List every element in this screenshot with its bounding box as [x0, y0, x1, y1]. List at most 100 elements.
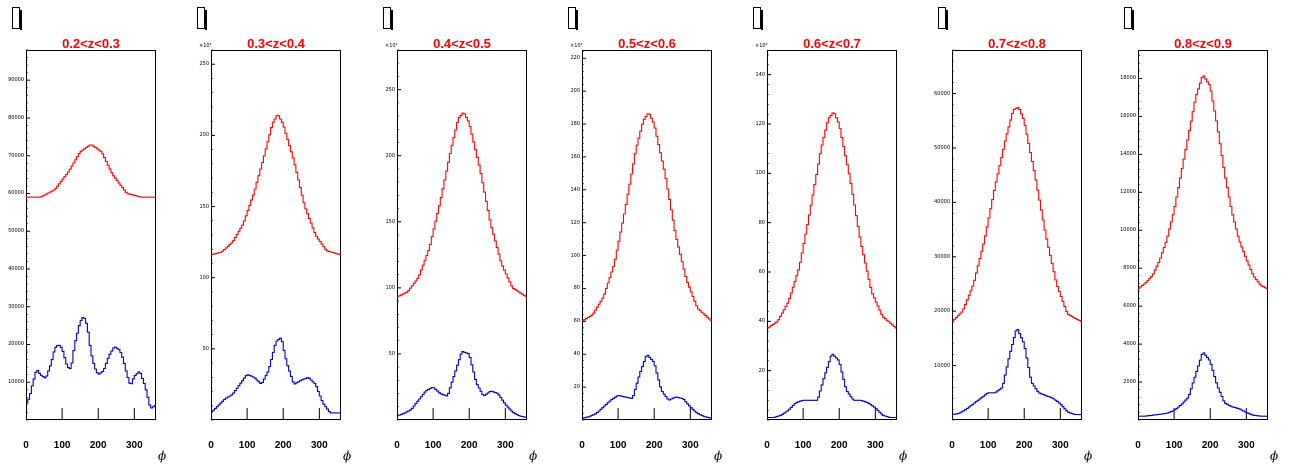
y-axis-exponent: ×10³ [570, 43, 583, 49]
series-blue-histogram [952, 328, 1082, 416]
plot-area [26, 49, 156, 421]
x-tick-label: 200 [1015, 440, 1033, 451]
y-tick-label: 2000 [1123, 379, 1136, 386]
y-tick-label: 160 [570, 153, 580, 160]
x-tick-label: 200 [274, 440, 292, 451]
y-tick-label: 14000 [1120, 151, 1136, 158]
y-tick-label: 30000 [8, 303, 24, 310]
plot-area [1138, 55, 1268, 421]
y-tick-label: 40000 [8, 265, 24, 272]
x-tick-label: 200 [830, 440, 848, 451]
plot-frame [582, 50, 712, 420]
panel-title: 0.6<z<0.7 [803, 36, 861, 51]
series-red-histogram [211, 115, 341, 256]
y-tick-label: 50000 [8, 228, 24, 235]
x-tick-label: 200 [645, 440, 663, 451]
plot-frame [1138, 50, 1268, 420]
y-tick-label: 50 [202, 345, 209, 352]
y-tick-label: 200 [199, 132, 209, 139]
y-tick-label: 180 [570, 121, 580, 127]
series-red-histogram [767, 112, 897, 329]
x-tick-label: 100 [424, 440, 442, 451]
x-tick-label: 100 [794, 440, 812, 451]
histogram-panel: 0.7<z<0.8 10000 20000 30000 40000 50000 60000 0… [934, 0, 1123, 472]
histogram-panel: 0.5<z<0.6 ×10³ 20 40 60 80 100 120 140 160 180 200 2… [568, 0, 753, 472]
y-tick-label: 10000 [934, 362, 950, 369]
x-axis-label: ϕ [343, 449, 352, 463]
y-tick-label: 60 [758, 269, 765, 275]
plot-area [952, 49, 1082, 421]
series-red-histogram [26, 144, 156, 198]
y-axis-exponent: ×10³ [385, 43, 398, 49]
plot-area [582, 51, 712, 421]
y-tick-label: 10000 [8, 379, 24, 386]
x-tick-label: 0 [394, 440, 400, 451]
x-tick-label: 300 [866, 440, 884, 451]
y-tick-label: 70000 [8, 152, 24, 159]
x-tick-label: 0 [579, 440, 585, 451]
x-tick-label: 0 [949, 440, 955, 451]
x-tick-label: 100 [238, 440, 256, 451]
x-tick-label: 300 [125, 440, 143, 451]
histogram-panel: 0.2<z<0.3 10000 20000 30000 40000 50000 60000 7… [8, 0, 197, 472]
x-tick-label: 0 [23, 440, 29, 451]
x-axis-label: ϕ [1084, 449, 1093, 463]
series-red-histogram [1138, 75, 1268, 290]
histogram-panel: 0.6<z<0.7 ×10³ 20 40 60 80 100 120 140 0 100 200 300… [753, 0, 938, 472]
x-tick-label: 100 [609, 440, 627, 451]
plot-area [211, 49, 341, 421]
y-tick-label: 10000 [1120, 227, 1136, 234]
y-tick-label: 200 [570, 88, 580, 95]
phi-axis-icon [938, 7, 948, 30]
x-tick-label: 0 [764, 440, 770, 451]
x-tick-label: 300 [681, 440, 699, 451]
x-tick-label: 200 [1201, 440, 1219, 451]
x-axis-label: ϕ [714, 449, 723, 463]
series-blue-histogram [582, 354, 712, 419]
y-tick-label: 50000 [934, 144, 950, 151]
series-blue-histogram [26, 317, 156, 409]
y-tick-label: 220 [570, 55, 580, 62]
y-tick-label: 4000 [1123, 341, 1136, 348]
x-tick-label: 300 [310, 440, 328, 451]
x-tick-label: 100 [53, 440, 71, 451]
histogram-panel: 0.3<z<0.4 ×10³ 50 100 150 200 250 0 100 200 300 ϕ [197, 0, 382, 472]
panel-title: 0.5<z<0.6 [618, 36, 676, 51]
series-red-histogram [397, 112, 527, 298]
histogram-panel: 0.4<z<0.5 ×10³ 50 100 150 200 250 0 100 200 300 ϕ [383, 0, 568, 472]
y-tick-label: 6000 [1123, 303, 1136, 310]
panel-title: 0.4<z<0.5 [433, 36, 491, 51]
y-tick-label: 90000 [8, 77, 24, 84]
phi-axis-icon [383, 7, 393, 30]
y-tick-label: 140 [570, 186, 580, 193]
y-tick-label: 80000 [8, 114, 24, 121]
y-tick-label: 80 [573, 285, 580, 292]
plot-area [767, 54, 897, 421]
series-blue-histogram [211, 337, 341, 414]
series-red-histogram [952, 107, 1082, 323]
x-tick-label: 100 [979, 440, 997, 451]
y-tick-label: 40000 [934, 199, 950, 206]
phi-axis-icon [1124, 7, 1134, 30]
y-tick-label: 12000 [1120, 189, 1136, 196]
x-tick-label: 100 [1165, 440, 1183, 451]
y-tick-label: 120 [570, 219, 580, 226]
y-tick-label: 150 [199, 203, 209, 210]
x-tick-label: 300 [1051, 440, 1069, 451]
y-tick-label: 250 [385, 86, 395, 93]
y-tick-label: 60000 [934, 90, 950, 97]
y-tick-label: 200 [385, 152, 395, 159]
y-tick-label: 60 [573, 318, 580, 325]
y-tick-label: 50 [388, 350, 395, 357]
y-tick-label: 30000 [934, 253, 950, 260]
histogram-panel: 0.8<z<0.9 2000 4000 6000 8000 10000 12000 14000… [1120, 0, 1296, 472]
phi-axis-icon [197, 7, 207, 30]
phi-axis-icon [568, 7, 578, 30]
y-tick-label: 20 [758, 367, 765, 374]
panel-title: 0.8<z<0.9 [1174, 36, 1232, 51]
y-tick-label: 100 [199, 274, 209, 281]
x-tick-label: 200 [460, 440, 478, 451]
y-tick-label: 40 [573, 351, 580, 358]
x-tick-label: 0 [1135, 440, 1141, 451]
